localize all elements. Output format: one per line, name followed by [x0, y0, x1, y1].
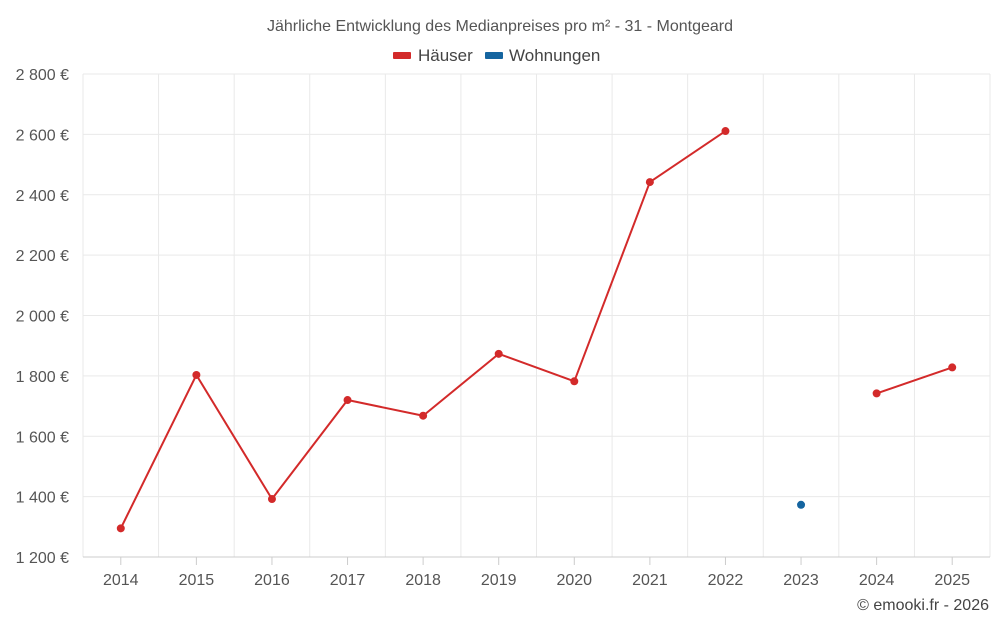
series-line-haeuser — [876, 366, 953, 395]
legend-item-haeuser[interactable]: Häuser — [393, 46, 473, 65]
y-axis: 1 200 € 1 400 € 1 600 € 1 800 € 2 000 € 2 200… — [16, 67, 69, 567]
x-tick-label: 2021 — [632, 572, 668, 589]
x-tick-label: 2017 — [330, 572, 366, 589]
y-tick-label: 2 200 € — [16, 248, 69, 265]
data-point-haeuser-2020[interactable] — [570, 377, 579, 386]
y-tick-label: 2 000 € — [16, 309, 69, 326]
y-tick-label: 1 400 € — [16, 490, 69, 507]
x-tick-label: 2018 — [405, 572, 441, 589]
x-tick-label: 2015 — [179, 572, 215, 589]
x-tick-label: 2024 — [859, 572, 895, 589]
grid — [82, 73, 991, 557]
series-line-haeuser — [119, 130, 727, 529]
data-point-haeuser-2018[interactable] — [419, 411, 428, 420]
x-tick-label: 2016 — [254, 572, 290, 589]
data-point-haeuser-2014[interactable] — [116, 524, 125, 533]
data-point-haeuser-2017[interactable] — [343, 396, 352, 405]
chart-title: Jährliche Entwicklung des Medianpreises … — [267, 18, 733, 35]
legend-swatch-haeuser — [393, 52, 411, 59]
x-axis: 2014 2015 2016 2017 2018 2019 2020 2021 2022 2023… — [83, 556, 990, 589]
x-tick-label: 2014 — [103, 572, 139, 589]
y-tick-label: 1 200 € — [16, 550, 69, 567]
legend-label-wohnungen: Wohnungen — [509, 46, 600, 65]
data-point-haeuser-2016[interactable] — [267, 495, 276, 504]
y-tick-label: 2 600 € — [16, 127, 69, 144]
data-point-haeuser-2021[interactable] — [645, 178, 654, 187]
legend-swatch-wohnungen — [485, 52, 503, 59]
data-point-haeuser-2019[interactable] — [494, 349, 503, 358]
x-tick-label: 2022 — [708, 572, 744, 589]
y-tick-label: 1 600 € — [16, 429, 69, 446]
x-tick-label: 2023 — [783, 572, 819, 589]
data-point-haeuser-2025[interactable] — [948, 363, 957, 372]
data-point-haeuser-2015[interactable] — [192, 370, 201, 379]
legend-item-wohnungen[interactable]: Wohnungen — [485, 46, 600, 65]
x-tick-label: 2020 — [556, 572, 592, 589]
y-tick-label: 1 800 € — [16, 369, 69, 386]
legend: Häuser Wohnungen — [393, 46, 600, 65]
y-tick-label: 2 800 € — [16, 67, 69, 84]
y-tick-label: 2 400 € — [16, 188, 69, 205]
credit-text: © emooki.fr - 2026 — [857, 597, 989, 614]
x-tick-label: 2019 — [481, 572, 517, 589]
data-point-wohnungen-2023[interactable] — [797, 500, 806, 509]
x-tick-label: 2025 — [934, 572, 970, 589]
data-point-haeuser-2022[interactable] — [721, 127, 730, 136]
series — [116, 127, 957, 533]
legend-label-haeuser: Häuser — [418, 46, 473, 65]
data-point-haeuser-2024[interactable] — [872, 389, 881, 398]
